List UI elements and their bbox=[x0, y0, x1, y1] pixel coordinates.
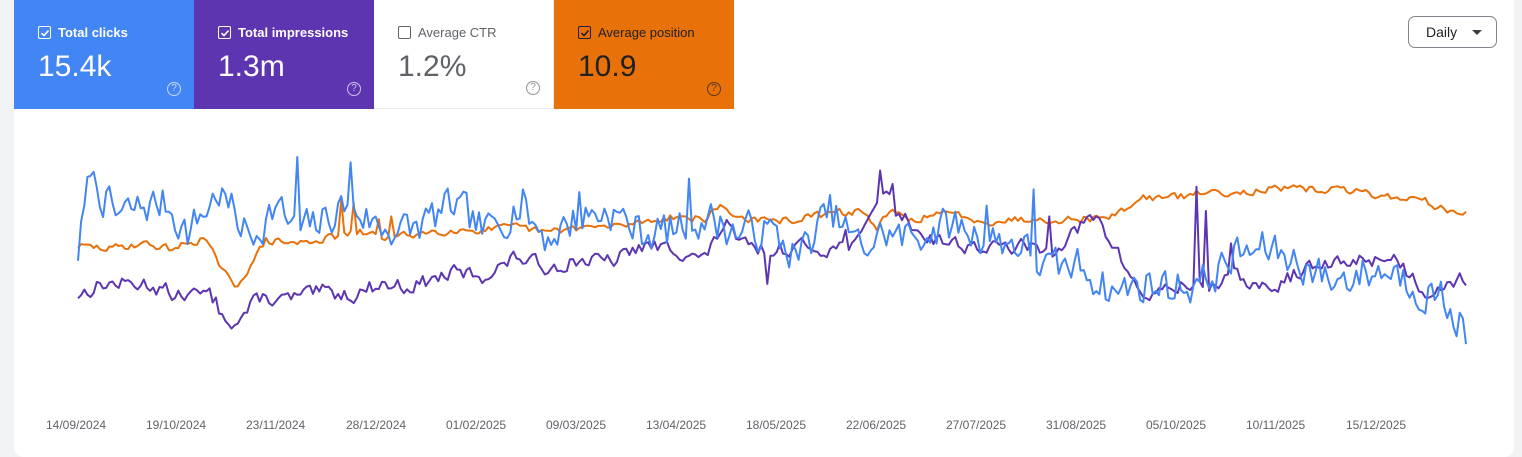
metric-tabs: Total clicks 15.4k ? Total impressions 1… bbox=[14, 0, 734, 109]
help-icon[interactable]: ? bbox=[707, 82, 721, 96]
metric-value: 1.3m bbox=[218, 50, 285, 83]
checkbox-checked-icon[interactable] bbox=[578, 26, 591, 39]
x-tick-label: 28/12/2024 bbox=[346, 418, 406, 432]
metric-value: 15.4k bbox=[38, 50, 112, 83]
metric-label: Average CTR bbox=[418, 25, 497, 40]
performance-chart: 14/09/2024 19/10/2024 23/11/2024 28/12/2024… bbox=[46, 156, 1467, 432]
x-tick-label: 15/12/2025 bbox=[1346, 418, 1406, 432]
x-tick-label: 10/11/2025 bbox=[1246, 418, 1305, 432]
checkbox-checked-icon[interactable] bbox=[218, 26, 231, 39]
help-icon[interactable]: ? bbox=[167, 82, 181, 96]
checkbox-unchecked-icon[interactable] bbox=[398, 26, 411, 39]
x-tick-label: 22/06/2025 bbox=[846, 418, 906, 432]
series-line-impressions bbox=[77, 169, 1467, 330]
metric-value: 1.2% bbox=[398, 50, 467, 83]
x-tick-label: 31/08/2025 bbox=[1046, 418, 1106, 432]
performance-card: 14/09/2024 19/10/2024 23/11/2024 28/12/2024… bbox=[14, 0, 1514, 457]
x-tick-label: 23/11/2024 bbox=[246, 418, 305, 432]
granularity-label: Daily bbox=[1426, 24, 1458, 40]
x-tick-label: 01/02/2025 bbox=[446, 418, 506, 432]
x-axis-ticks: 14/09/2024 19/10/2024 23/11/2024 28/12/2024… bbox=[46, 418, 1406, 432]
metric-total-impressions[interactable]: Total impressions 1.3m ? bbox=[194, 0, 374, 109]
x-tick-label: 14/09/2024 bbox=[46, 418, 106, 432]
x-tick-label: 27/07/2025 bbox=[946, 418, 1006, 432]
x-tick-label: 18/05/2025 bbox=[746, 418, 806, 432]
series-line-position bbox=[77, 184, 1467, 288]
x-tick-label: 13/04/2025 bbox=[646, 418, 706, 432]
help-icon[interactable]: ? bbox=[347, 82, 361, 96]
metric-value: 10.9 bbox=[578, 50, 637, 83]
metric-label: Total clicks bbox=[58, 25, 128, 40]
x-tick-label: 05/10/2025 bbox=[1146, 418, 1206, 432]
metric-average-ctr[interactable]: Average CTR 1.2% ? bbox=[374, 0, 554, 109]
checkbox-checked-icon[interactable] bbox=[38, 26, 51, 39]
help-icon[interactable]: ? bbox=[526, 81, 540, 95]
chart-lines bbox=[77, 156, 1467, 345]
metric-total-clicks[interactable]: Total clicks 15.4k ? bbox=[14, 0, 194, 109]
caret-down-icon bbox=[1472, 30, 1482, 35]
metric-label: Average position bbox=[598, 25, 695, 40]
x-tick-label: 19/10/2024 bbox=[146, 418, 206, 432]
granularity-dropdown[interactable]: Daily bbox=[1408, 16, 1497, 48]
metric-label: Total impressions bbox=[238, 25, 349, 40]
x-tick-label: 09/03/2025 bbox=[546, 418, 606, 432]
series-line-clicks bbox=[77, 156, 1467, 345]
metric-average-position[interactable]: Average position 10.9 ? bbox=[554, 0, 734, 109]
